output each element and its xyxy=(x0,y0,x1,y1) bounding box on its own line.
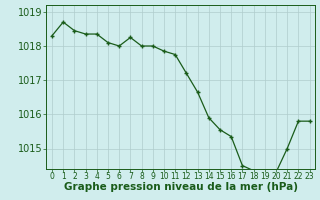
X-axis label: Graphe pression niveau de la mer (hPa): Graphe pression niveau de la mer (hPa) xyxy=(64,182,298,192)
